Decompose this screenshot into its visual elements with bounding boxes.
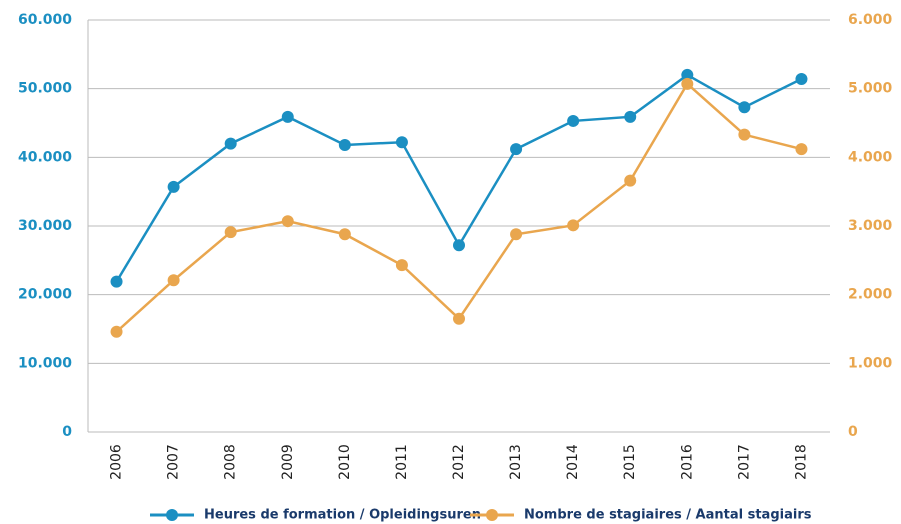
x-tick-label: 2008: [223, 444, 239, 480]
x-tick-label: 2018: [793, 444, 809, 480]
point: [567, 114, 580, 127]
y-tick-label: 0: [62, 424, 72, 440]
point: [624, 174, 637, 187]
y2-tick-label: 0: [848, 424, 858, 440]
x-tick-label: 2017: [736, 444, 752, 480]
y-tick-label: 50.000: [18, 81, 72, 97]
point: [738, 101, 751, 114]
y2-tick-label: 5.000: [848, 81, 893, 97]
legend-marker: [486, 509, 498, 521]
legend-label: Nombre de stagiaires / Aantal stagiairs: [524, 508, 812, 523]
point: [510, 143, 523, 156]
point: [453, 239, 465, 252]
point: [395, 259, 408, 272]
legend-marker: [166, 509, 178, 521]
point: [681, 77, 694, 90]
point: [110, 275, 123, 288]
point: [224, 226, 237, 239]
y-tick-label: 20.000: [18, 287, 72, 303]
point: [110, 325, 123, 338]
y-tick-label: 60.000: [18, 12, 72, 28]
point: [281, 110, 294, 123]
point: [453, 312, 465, 325]
y2-tick-label: 4.000: [848, 149, 893, 165]
x-tick-label: 2016: [679, 444, 695, 480]
legend-label: Heures de formation / Opleidingsuren: [204, 508, 481, 523]
point: [624, 110, 637, 123]
x-tick-label: 2014: [565, 444, 581, 480]
point: [167, 274, 180, 287]
point: [224, 137, 237, 150]
x-tick-label: 2006: [109, 444, 125, 480]
point: [338, 138, 351, 151]
point: [281, 215, 294, 228]
point: [738, 128, 751, 141]
x-tick-label: 2012: [451, 444, 467, 480]
point: [395, 136, 408, 149]
y2-tick-label: 6.000: [848, 12, 893, 28]
x-tick-label: 2007: [166, 444, 182, 480]
point: [167, 180, 180, 193]
y2-tick-label: 2.000: [848, 287, 893, 303]
y2-tick-label: 1.000: [848, 355, 893, 371]
y-tick-label: 30.000: [18, 218, 72, 234]
y-tick-label: 10.000: [18, 355, 72, 371]
point: [795, 143, 808, 156]
point: [510, 228, 523, 241]
x-tick-label: 2009: [280, 444, 296, 480]
point: [338, 228, 351, 241]
y2-tick-label: 3.000: [848, 218, 893, 234]
point: [681, 68, 694, 81]
point: [567, 219, 580, 232]
x-tick-label: 2011: [394, 444, 410, 480]
x-tick-label: 2013: [508, 444, 524, 480]
x-tick-label: 2010: [337, 444, 353, 480]
point: [795, 73, 808, 86]
y-tick-label: 40.000: [18, 149, 72, 165]
x-tick-label: 2015: [622, 444, 638, 480]
